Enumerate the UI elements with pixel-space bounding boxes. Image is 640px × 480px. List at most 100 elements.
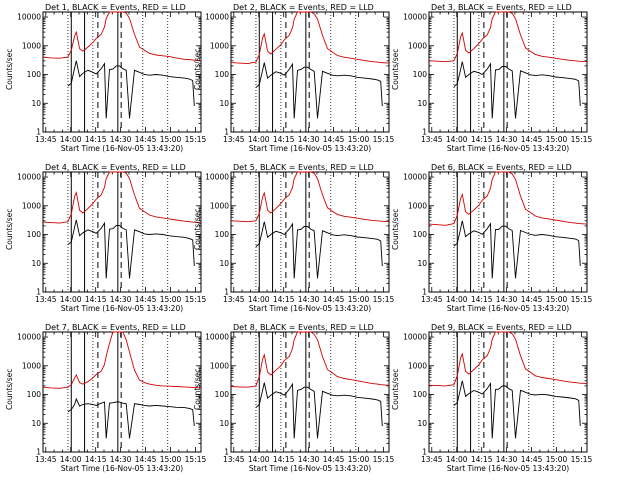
chart-title: Det 5, BLACK = Events, RED = LLD bbox=[233, 163, 374, 172]
x-tick-label: 14:30 bbox=[298, 455, 320, 464]
chart-title: Det 6, BLACK = Events, RED = LLD bbox=[431, 163, 572, 172]
y-axis-label: Counts/sec bbox=[5, 209, 14, 250]
x-tick-label: 15:00 bbox=[160, 455, 182, 464]
chart-title: Det 7, BLACK = Events, RED = LLD bbox=[45, 323, 186, 332]
chart-panel-7: Det 7, BLACK = Events, RED = LLD Counts/s… bbox=[5, 323, 206, 473]
chart-panel-8: Det 8, BLACK = Events, RED = LLD Counts/s… bbox=[193, 323, 394, 473]
y-tick-label: 1 bbox=[422, 448, 427, 457]
chart-panel-9: Det 9, BLACK = Events, RED = LLD Counts/s… bbox=[391, 323, 592, 473]
y-tick-label: 10000 bbox=[205, 13, 229, 22]
x-axis-label: Start Time (16-Nov-05 13:43:20) bbox=[447, 304, 569, 313]
x-tick-label: 15:15 bbox=[571, 135, 593, 144]
y-tick-label: 10 bbox=[417, 419, 427, 428]
y-axis-label: Counts/sec bbox=[5, 49, 14, 90]
x-tick-label: 14:00 bbox=[60, 455, 82, 464]
plot-frame bbox=[428, 11, 588, 133]
x-tick-label: 14:45 bbox=[521, 295, 543, 304]
x-tick-label: 14:00 bbox=[248, 135, 270, 144]
x-tick-label: 15:00 bbox=[348, 455, 370, 464]
y-tick-label: 1 bbox=[422, 128, 427, 137]
x-tick-label: 14:15 bbox=[273, 455, 295, 464]
y-tick-label: 1000 bbox=[210, 361, 229, 370]
x-tick-label: 14:45 bbox=[521, 135, 543, 144]
series-events bbox=[255, 382, 383, 439]
x-tick-label: 13:45 bbox=[223, 455, 245, 464]
x-tick-label: 14:30 bbox=[110, 295, 132, 304]
x-tick-label: 15:00 bbox=[160, 295, 182, 304]
x-axis-label: Start Time (16-Nov-05 13:43:20) bbox=[249, 464, 371, 473]
x-tick-label: 14:45 bbox=[135, 135, 157, 144]
x-tick-label: 13:45 bbox=[223, 295, 245, 304]
y-tick-label: 10000 bbox=[17, 13, 41, 22]
x-tick-label: 14:30 bbox=[110, 135, 132, 144]
x-tick-label: 14:30 bbox=[298, 295, 320, 304]
x-tick-label: 15:00 bbox=[546, 295, 568, 304]
plot-frame bbox=[42, 331, 202, 453]
x-tick-label: 15:15 bbox=[571, 455, 593, 464]
plot-frame bbox=[230, 171, 390, 293]
chart-title: Det 2, BLACK = Events, RED = LLD bbox=[233, 3, 374, 12]
series-lld bbox=[230, 171, 390, 223]
x-tick-label: 14:45 bbox=[323, 455, 345, 464]
series-events bbox=[67, 219, 195, 279]
series-lld bbox=[428, 331, 588, 387]
y-axis-label: Counts/sec bbox=[391, 369, 400, 410]
series-events bbox=[67, 60, 195, 119]
series-events bbox=[453, 61, 581, 119]
y-tick-label: 10 bbox=[417, 99, 427, 108]
x-tick-label: 13:45 bbox=[421, 295, 443, 304]
y-tick-label: 10 bbox=[417, 259, 427, 268]
chart-title: Det 4, BLACK = Events, RED = LLD bbox=[45, 163, 186, 172]
series-events bbox=[453, 380, 581, 439]
y-tick-label: 10 bbox=[219, 419, 229, 428]
y-tick-label: 1000 bbox=[210, 41, 229, 50]
plot-frame bbox=[42, 11, 202, 133]
x-tick-label: 14:30 bbox=[496, 455, 518, 464]
chart-title: Det 9, BLACK = Events, RED = LLD bbox=[431, 323, 572, 332]
y-axis-label: Counts/sec bbox=[193, 49, 202, 90]
y-tick-label: 100 bbox=[413, 70, 428, 79]
x-tick-label: 14:45 bbox=[135, 455, 157, 464]
chart-panel-3: Det 3, BLACK = Events, RED = LLD Counts/s… bbox=[391, 3, 592, 153]
y-tick-label: 10000 bbox=[403, 333, 427, 342]
y-tick-label: 10000 bbox=[205, 173, 229, 182]
x-tick-label: 14:00 bbox=[446, 295, 468, 304]
y-tick-label: 100 bbox=[215, 230, 230, 239]
y-tick-label: 1000 bbox=[22, 361, 41, 370]
y-tick-label: 100 bbox=[413, 390, 428, 399]
y-tick-label: 1000 bbox=[408, 201, 427, 210]
x-axis-label: Start Time (16-Nov-05 13:43:20) bbox=[61, 464, 183, 473]
x-tick-label: 13:45 bbox=[35, 295, 57, 304]
x-tick-label: 14:15 bbox=[85, 295, 107, 304]
chart-panel-2: Det 2, BLACK = Events, RED = LLD Counts/s… bbox=[193, 3, 394, 153]
x-tick-label: 14:15 bbox=[273, 295, 295, 304]
chart-title: Det 3, BLACK = Events, RED = LLD bbox=[431, 3, 572, 12]
series-events bbox=[255, 62, 383, 119]
y-axis-label: Counts/sec bbox=[193, 369, 202, 410]
y-tick-label: 100 bbox=[27, 70, 42, 79]
y-tick-label: 10000 bbox=[17, 333, 41, 342]
series-lld bbox=[230, 331, 390, 388]
x-tick-label: 14:30 bbox=[496, 135, 518, 144]
x-tick-label: 15:15 bbox=[373, 295, 395, 304]
y-tick-label: 1 bbox=[36, 448, 41, 457]
y-axis-label: Counts/sec bbox=[5, 369, 14, 410]
x-tick-label: 15:15 bbox=[373, 455, 395, 464]
y-tick-label: 100 bbox=[27, 230, 42, 239]
x-axis-label: Start Time (16-Nov-05 13:43:20) bbox=[61, 304, 183, 313]
chart-panel-4: Det 4, BLACK = Events, RED = LLD Counts/s… bbox=[5, 163, 206, 313]
series-lld bbox=[42, 171, 202, 224]
x-tick-label: 14:15 bbox=[85, 135, 107, 144]
x-tick-label: 14:15 bbox=[471, 135, 493, 144]
x-tick-label: 14:00 bbox=[248, 455, 270, 464]
y-tick-label: 10 bbox=[31, 259, 41, 268]
y-tick-label: 10 bbox=[31, 419, 41, 428]
plot-frame bbox=[42, 171, 202, 293]
chart-title: Det 1, BLACK = Events, RED = LLD bbox=[45, 3, 186, 12]
x-tick-label: 14:00 bbox=[60, 295, 82, 304]
x-tick-label: 15:15 bbox=[185, 455, 207, 464]
x-tick-label: 15:00 bbox=[160, 135, 182, 144]
chart-title: Det 8, BLACK = Events, RED = LLD bbox=[233, 323, 374, 332]
y-tick-label: 1000 bbox=[210, 201, 229, 210]
